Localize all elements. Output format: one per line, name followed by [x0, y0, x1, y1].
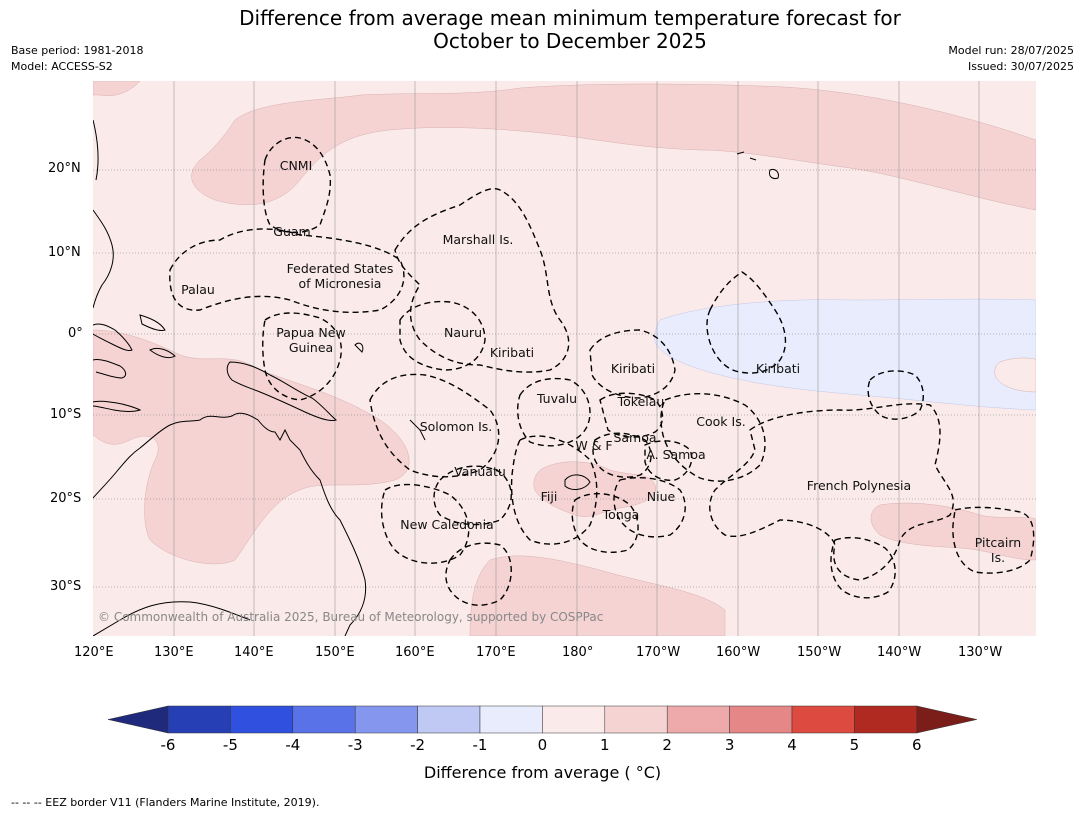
label-pitcairn-2: Is. [991, 550, 1005, 565]
warm-region-topleft [93, 81, 141, 96]
colorbar-tick-label: -2 [410, 736, 426, 754]
model-name: Model: ACCESS-S2 [11, 60, 113, 73]
colorbar-tick-label: 5 [849, 736, 860, 754]
colorbar-cell [417, 705, 481, 734]
colorbar-tick-label: -3 [347, 736, 363, 754]
lat-label: 10°S [50, 407, 82, 422]
label-tuvalu: Tuvalu [536, 391, 577, 406]
lon-label: 120°E [74, 645, 114, 660]
colorbar-cell [354, 705, 418, 734]
colorbar-cell [729, 705, 793, 734]
colorbar-cell [854, 705, 918, 734]
lat-label: 20°S [50, 491, 82, 506]
colorbar-cell [542, 705, 606, 734]
label-american-samoa: A. Samoa [646, 447, 705, 462]
lat-label: 10°N [48, 245, 81, 260]
colorbar-tick-label: 4 [787, 736, 797, 754]
colorbar-cell [666, 705, 730, 734]
lon-label: 170°W [636, 645, 681, 660]
colorbar-cell [479, 705, 543, 734]
copyright-notice: © Commonwealth of Australia 2025, Bureau… [98, 610, 603, 624]
lon-label: 130°W [958, 645, 1003, 660]
lon-label: 150°E [315, 645, 355, 660]
colorbar-cell [167, 705, 231, 734]
warm-region-australia [93, 329, 410, 565]
lon-label: 170°E [476, 645, 516, 660]
lon-label: 140°W [877, 645, 922, 660]
latitude-gridlines [93, 169, 1036, 588]
lon-label: 160°E [395, 645, 435, 660]
label-png-1: Papua New [276, 325, 345, 340]
colorbar-tick-label: -6 [160, 736, 176, 754]
label-samoa: Samoa [613, 430, 656, 445]
warm-region-fiji [533, 461, 656, 517]
label-fsm-2: of Micronesia [299, 276, 382, 291]
colorbar-extend-low [107, 705, 169, 734]
colorbar-tick-label: -5 [222, 736, 238, 754]
label-new-caledonia: New Caledonia [400, 517, 493, 532]
warm-region-north [191, 83, 1036, 211]
label-tokelau: Tokelau [617, 394, 665, 409]
eez-legend-note: -- -- -- EEZ border V11 (Flanders Marine… [11, 796, 320, 809]
colorbar-tick-label: 0 [537, 736, 548, 754]
label-solomon: Solomon Is. [420, 419, 493, 434]
label-cnmi: CNMI [280, 158, 313, 173]
cool-region-equatorial [654, 298, 1036, 411]
colorbar [107, 705, 977, 734]
meta-right: Model run: 28/07/2025 Issued: 30/07/2025 [948, 43, 1074, 75]
base-period: Base period: 1981-2018 [11, 44, 144, 57]
map-title: Difference from average mean minimum tem… [170, 7, 970, 53]
colorbar-cell [791, 705, 855, 734]
label-palau: Palau [181, 282, 215, 297]
eez-labels: CNMI Guam Marshall Is. Federated States … [181, 158, 1021, 565]
label-niue: Niue [647, 489, 676, 504]
label-cook-islands: Cook Is. [696, 414, 745, 429]
issued-date: Issued: 30/07/2025 [967, 60, 1074, 73]
label-vanuatu: Vanuatu [454, 464, 506, 479]
lon-label: 130°E [154, 645, 194, 660]
coastlines [93, 119, 779, 636]
colorbar-tick-label: 1 [600, 736, 610, 754]
label-kiribati-central: Kiribati [611, 361, 655, 376]
label-fiji: Fiji [541, 489, 558, 504]
lon-label: 140°E [234, 645, 274, 660]
label-kiribati-west: Kiribati [490, 345, 534, 360]
lat-label: 20°N [48, 161, 81, 176]
colorbar-tick-label: 3 [724, 736, 735, 754]
label-pitcairn-1: Pitcairn [975, 535, 1021, 550]
label-nauru: Nauru [444, 325, 482, 340]
warm-region-south [469, 555, 726, 636]
colorbar-tick-label: -1 [472, 736, 488, 754]
lat-label: 30°S [50, 579, 82, 594]
forecast-map: CNMI Guam Marshall Is. Federated States … [93, 81, 1036, 636]
label-guam: Guam [273, 224, 310, 239]
label-kiribati-east: Kiribati [756, 361, 800, 376]
colorbar-cell [604, 705, 668, 734]
colorbar-extend-high [916, 705, 977, 734]
colorbar-cell [292, 705, 356, 734]
label-fsm-1: Federated States [287, 261, 394, 276]
map-title-line1: Difference from average mean minimum tem… [239, 6, 901, 30]
label-french-polynesia: French Polynesia [807, 478, 911, 493]
map-title-line2: October to December 2025 [433, 29, 707, 53]
colorbar-tick-label: -4 [285, 736, 301, 754]
colorbar-cell [230, 705, 294, 734]
lon-label: 180° [562, 645, 594, 660]
warm-island-east [994, 357, 1036, 393]
meta-left: Base period: 1981-2018 Model: ACCESS-S2 [11, 43, 143, 75]
label-wallis-futuna: W & F [575, 438, 612, 453]
lon-label: 150°W [797, 645, 842, 660]
colorbar-tick-label: 2 [662, 736, 672, 754]
colorbar-tick-label: 6 [912, 736, 922, 754]
lat-label: 0° [68, 326, 83, 341]
label-png-2: Guinea [289, 340, 333, 355]
label-tonga: Tonga [602, 507, 640, 522]
lon-label: 160°W [716, 645, 761, 660]
colorbar-label: Difference from average ( °C) [423, 763, 662, 782]
model-run: Model run: 28/07/2025 [948, 44, 1074, 57]
label-marshall: Marshall Is. [443, 232, 514, 247]
eez-borders [169, 136, 1035, 606]
